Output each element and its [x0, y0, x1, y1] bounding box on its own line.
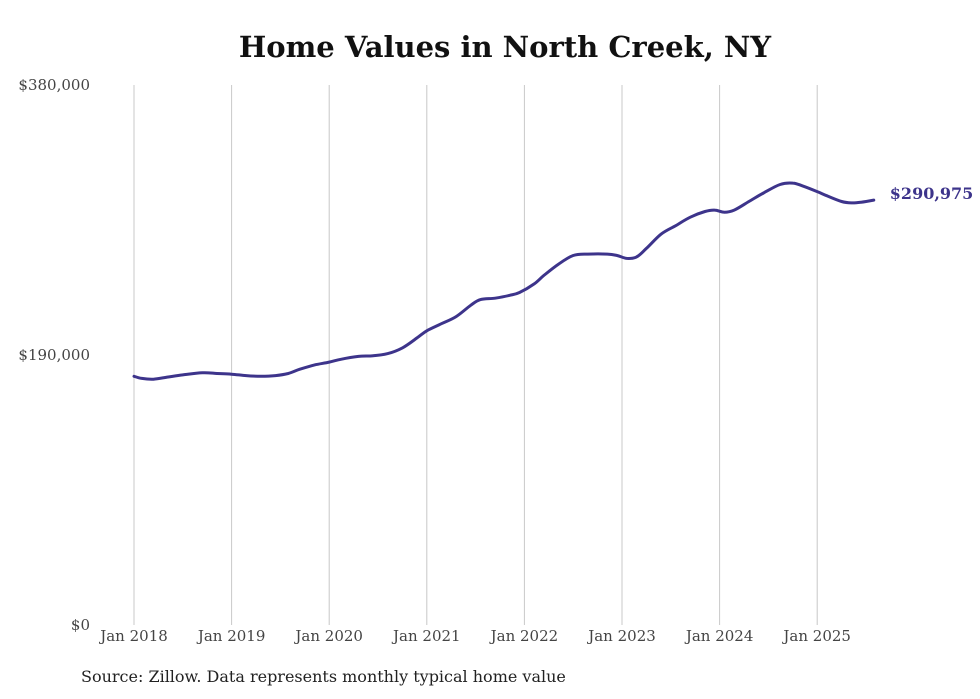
- end-value-label: $290,975: [890, 184, 974, 203]
- x-tick-label: Jan 2020: [293, 627, 363, 645]
- chart-title: Home Values in North Creek, NY: [238, 30, 772, 64]
- grid-lines: [133, 85, 818, 625]
- y-tick-label: $190,000: [18, 346, 90, 364]
- x-tick-label: Jan 2024: [684, 627, 754, 645]
- x-axis-ticks: Jan 2018 Jan 2019 Jan 2020 Jan 2021 Jan 2022…: [98, 627, 851, 645]
- y-axis-ticks: $0 $190,000 $380,000: [18, 76, 90, 634]
- x-tick-label: Jan 2021: [391, 627, 461, 645]
- y-tick-label: $380,000: [18, 76, 90, 94]
- x-tick-label: Jan 2022: [489, 627, 559, 645]
- x-tick-label: Jan 2025: [781, 627, 851, 645]
- x-tick-label: Jan 2019: [196, 627, 266, 645]
- x-tick-label: Jan 2023: [586, 627, 656, 645]
- y-tick-label: $0: [71, 616, 90, 634]
- series-line: [132, 181, 876, 381]
- x-tick-label: Jan 2018: [98, 627, 168, 645]
- source-note: Source: Zillow. Data represents monthly …: [81, 667, 566, 686]
